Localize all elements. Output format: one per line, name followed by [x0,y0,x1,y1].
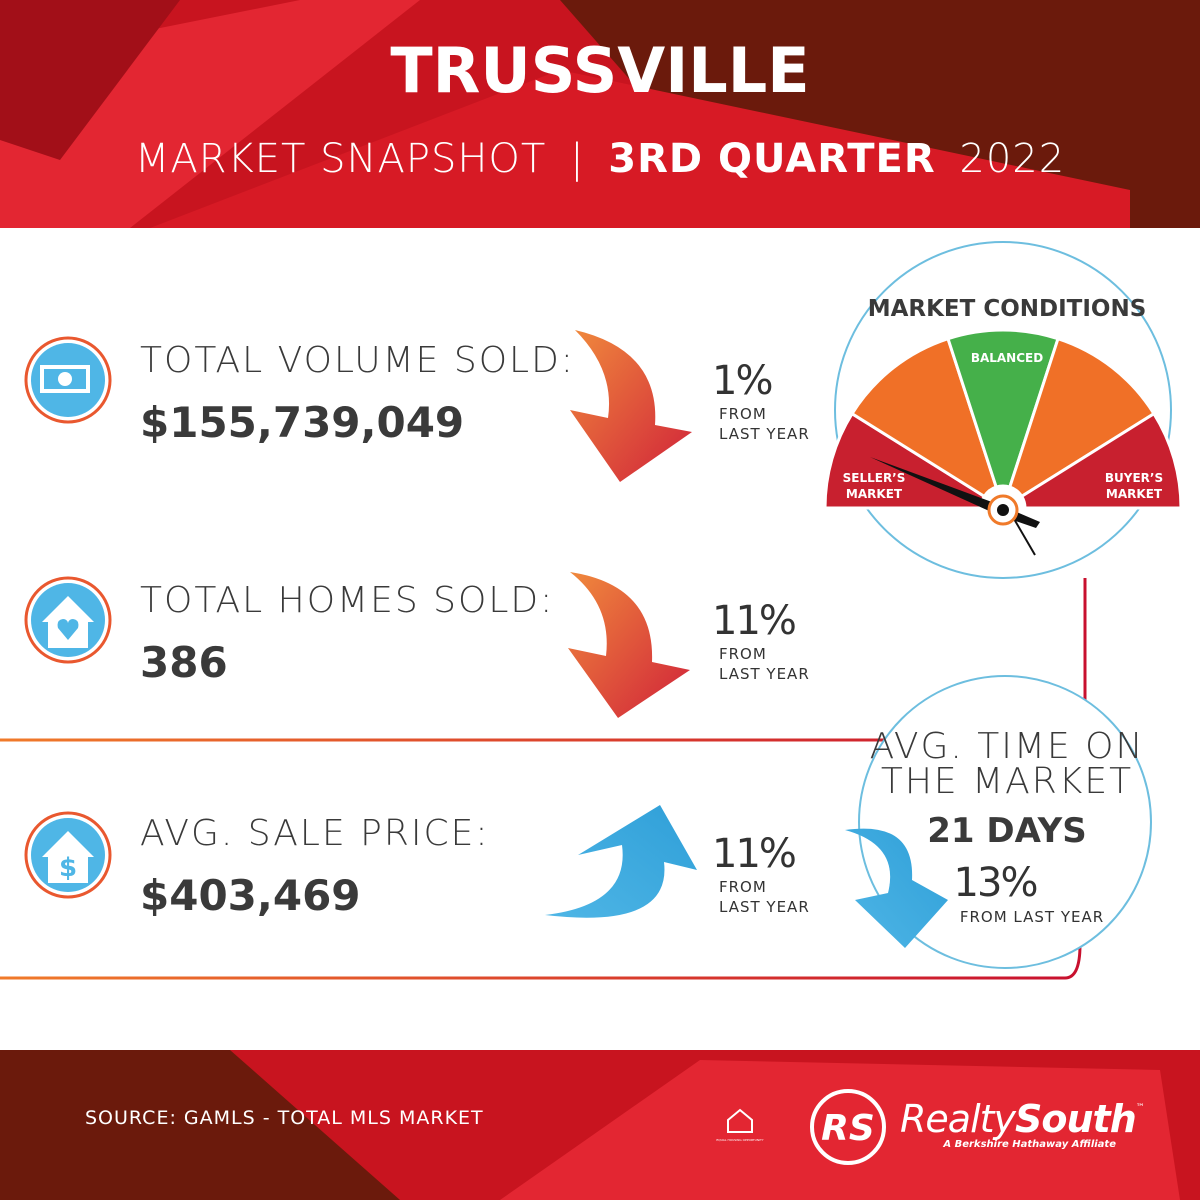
balanced-label: BALANCED [971,351,1043,365]
time-value: 21 DAYS [927,811,1087,851]
subtitle-label: MARKET SNAPSHOT [135,136,547,182]
arrow-down [570,330,692,482]
icon-money [24,336,112,424]
icon-home-heart [24,576,112,664]
stat-note: FROM [719,405,767,423]
separator-line [0,944,1082,980]
logo-circle [810,1089,886,1165]
stat-change: 1% [712,358,771,404]
logo-south: South [1015,1097,1136,1141]
sellers-label: SELLER’S [843,471,906,485]
buyers-label: BUYER’S [1105,471,1163,485]
stat-label: TOTAL HOMES SOLD: [140,580,554,621]
time-note: FROM LAST YEAR [960,908,1104,926]
tagline: A Berkshire Hathaway Affiliate [942,1139,1116,1150]
stat-value: $403,469 [140,871,361,920]
footer-shape [500,1060,1180,1200]
stats: TOTAL VOLUME SOLD:$155,739,0491%FROMLAST… [140,340,810,920]
eho-logo: EQUAL HOUSING OPPORTUNITY [716,1108,764,1142]
year: 2022 [959,136,1065,182]
subtitle: MARKET SNAPSHOT | 3RD QUARTER 2022 [135,136,1065,182]
header-shape [150,70,1130,228]
gauge-segment [1007,336,1157,499]
gauge-segment [1019,411,1183,510]
stat-change: 11% [712,831,795,877]
gauge-needle [870,457,1040,556]
arrow-down [845,828,948,948]
arrow-up [545,805,697,918]
stat-change: 11% [712,598,795,644]
gauge [823,328,1183,510]
arrow-down [568,572,690,718]
stat-note: LAST YEAR [719,425,810,443]
stat-note: FROM [719,645,767,663]
svg-text:$: $ [59,853,77,883]
header-shape [0,0,180,160]
stat-value: 386 [140,638,228,687]
logo-tm: ™ [1136,1103,1144,1113]
time-change: 13% [954,860,1037,906]
quarter: 3RD QUARTER [608,136,935,182]
logo-mark: RS [821,1108,875,1149]
stat-label: AVG. SALE PRICE: [140,813,489,854]
stat-label: TOTAL VOLUME SOLD: [140,340,575,381]
stat-value: $155,739,049 [140,398,464,447]
eho-text: EQUAL HOUSING OPPORTUNITY [716,1138,763,1142]
stat-note: FROM [719,878,767,896]
gauge-segment [946,328,1060,489]
time-title: AVG. TIME ON [870,726,1145,767]
icon-home-dollar: $ [24,811,112,899]
stat-note: LAST YEAR [719,898,810,916]
logo: RealtySouth™ [900,1097,1144,1141]
logo-realty: Realty [900,1097,1017,1141]
buyers-label: MARKET [1106,487,1163,501]
title: TRUSSVILLE [390,34,809,107]
source: SOURCE: GAMLS - TOTAL MLS MARKET [85,1107,484,1129]
sellers-label: MARKET [846,487,903,501]
gauge-title: MARKET CONDITIONS [868,296,1147,322]
time-title: THE MARKET [881,761,1133,802]
separator: | [570,136,584,182]
stat-note: LAST YEAR [719,665,810,683]
